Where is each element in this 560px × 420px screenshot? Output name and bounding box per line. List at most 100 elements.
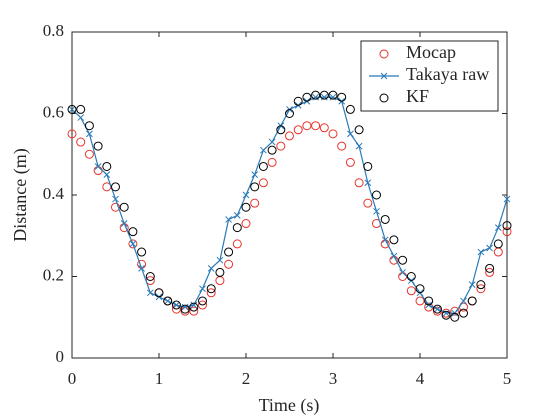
data-point: [258, 161, 268, 171]
data-point: [337, 92, 347, 102]
data-point: [311, 121, 321, 131]
data-point: [311, 90, 321, 100]
data-point: [477, 248, 485, 256]
data-point: [424, 296, 434, 306]
data-point: [415, 284, 425, 294]
data-point: [128, 227, 138, 237]
data-point: [232, 239, 242, 249]
data-point: [189, 306, 199, 316]
data-point: [434, 305, 441, 313]
data-point: [242, 191, 250, 199]
data-point: [93, 141, 103, 151]
legend-marker: [380, 72, 388, 80]
data-point: [268, 138, 276, 146]
data-point: [406, 286, 416, 296]
legend-marker: [379, 93, 389, 103]
data-point: [399, 269, 406, 276]
data-point: [171, 300, 181, 310]
data-point: [146, 289, 154, 297]
data-point: [354, 125, 364, 135]
data-point: [398, 255, 408, 265]
data-point: [442, 309, 450, 317]
data-point: [224, 247, 234, 257]
data-point: [380, 214, 390, 224]
legend-label: Mocap: [406, 42, 456, 62]
data-point: [137, 247, 147, 257]
data-point: [267, 145, 277, 155]
data-point: [502, 227, 512, 237]
data-point: [345, 157, 355, 167]
legend-label: Takaya raw: [406, 64, 489, 84]
data-point: [390, 252, 398, 260]
y-tick-label: 0.4: [43, 184, 65, 203]
data-point: [76, 104, 86, 114]
data-point: [285, 109, 294, 118]
data-point: [199, 285, 206, 293]
data-point: [190, 301, 198, 309]
legend-marker: [379, 49, 389, 59]
data-point: [319, 123, 329, 133]
data-point: [363, 161, 373, 171]
data-point: [198, 300, 207, 310]
data-point: [102, 161, 112, 171]
x-axis-label: Time (s): [259, 395, 320, 416]
data-point: [232, 223, 242, 233]
data-point: [119, 202, 129, 212]
x-tick-label: 0: [68, 369, 77, 388]
data-point: [241, 219, 251, 229]
data-point: [450, 312, 460, 322]
data-point: [163, 296, 173, 306]
data-point: [363, 198, 373, 208]
data-point: [206, 288, 216, 298]
data-point: [486, 244, 493, 252]
data-point: [77, 114, 85, 121]
data-point: [503, 195, 511, 203]
data-point: [373, 207, 380, 215]
data-point: [225, 216, 232, 223]
data-point: [180, 304, 190, 314]
data-point: [111, 202, 120, 212]
data-point: [345, 104, 355, 114]
y-tick-label: 0: [56, 347, 65, 366]
data-point: [354, 178, 364, 188]
data-point: [502, 221, 512, 231]
data-point: [68, 106, 76, 113]
data-point: [215, 267, 225, 277]
data-point: [103, 171, 111, 178]
y-tick-label: 0.8: [43, 21, 64, 40]
data-point: [293, 96, 303, 106]
x-tick-label: 4: [416, 369, 425, 388]
data-point: [467, 296, 477, 306]
data-point: [198, 296, 207, 306]
data-point: [241, 202, 251, 212]
data-point: [347, 130, 354, 138]
data-point: [285, 131, 294, 141]
data-point: [372, 190, 381, 200]
data-point: [460, 297, 467, 305]
data-point: [189, 302, 199, 312]
data-point: [476, 284, 486, 294]
data-point: [450, 306, 460, 316]
data-point: [389, 235, 399, 245]
data-point: [258, 178, 268, 188]
data-point: [293, 125, 303, 135]
data-point: [154, 288, 164, 298]
data-point: [84, 121, 94, 131]
data-point: [328, 129, 338, 139]
data-point: [164, 297, 172, 305]
x-tick-label: 5: [503, 369, 512, 388]
data-point: [432, 304, 442, 314]
data-point: [276, 125, 286, 135]
data-point: [145, 272, 155, 281]
data-point: [406, 272, 416, 281]
data-point: [441, 310, 451, 320]
data-point: [216, 256, 224, 264]
data-point: [328, 90, 338, 100]
data-point: [337, 141, 347, 151]
data-point: [181, 303, 189, 311]
data-point: [206, 284, 216, 294]
axes-box: [71, 31, 508, 359]
data-point: [485, 263, 495, 273]
